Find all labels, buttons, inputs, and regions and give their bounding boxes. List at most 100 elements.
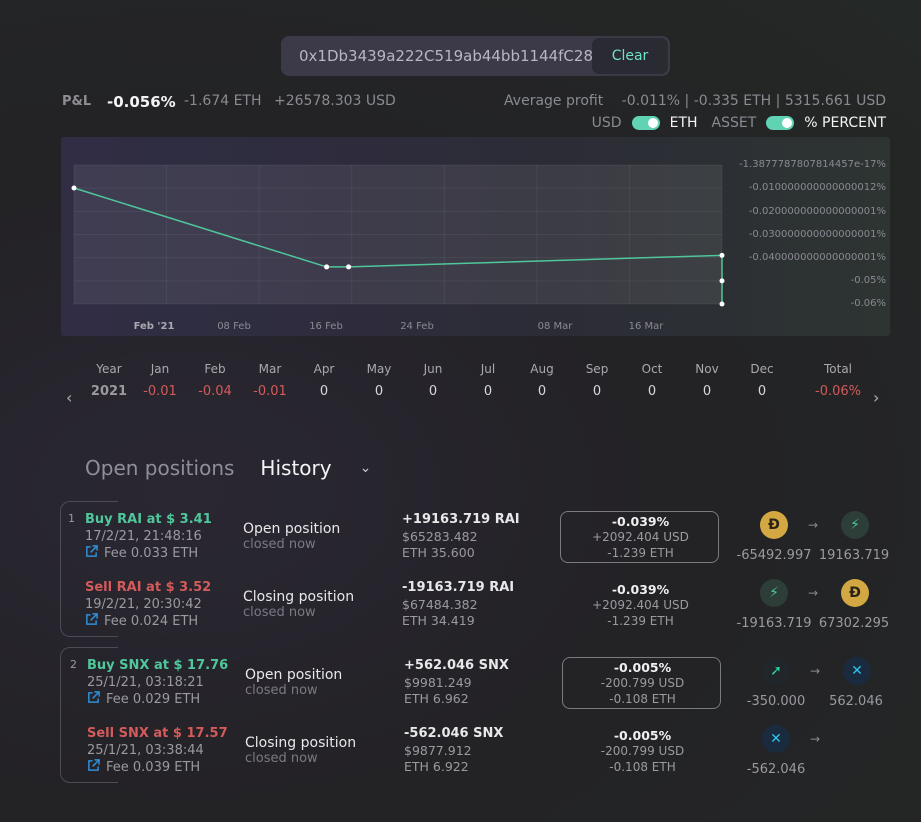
trade-usd: $9981.249 [404, 675, 472, 690]
trade-eth: ETH 35.600 [402, 545, 475, 560]
month-header: Total [823, 362, 853, 376]
chart-y-tick-label: -0.010000000000000012% [749, 182, 886, 193]
trade-date: 25/1/21, 03:38:44 [87, 743, 204, 758]
external-link-icon[interactable] [85, 613, 98, 630]
trade-action: Buy SNX at $ 17.76 [87, 658, 229, 673]
chart-x-tick-label: Feb '21 [134, 321, 175, 332]
chart-y-tick-label: -0.020000000000000001% [749, 206, 886, 217]
trade-fee-value: Fee 0.029 ETH [106, 692, 201, 707]
group-number: 1 [68, 512, 75, 525]
pnl-eth-value: -1.239 ETH [607, 546, 674, 560]
position-subtitle: closed now [245, 751, 318, 766]
month-column-year: Year 2021 [79, 362, 139, 399]
rai-coin-icon: ⚡ [841, 511, 869, 539]
trade-fee: Fee 0.033 ETH [85, 545, 198, 562]
pnl-usd-value: +2092.404 USD [592, 598, 689, 612]
chart-point [346, 264, 352, 270]
month-column-jun: Jun 0 [403, 362, 463, 399]
chart-point [719, 278, 725, 284]
positions-tabs: Open positions History ⌄ [85, 456, 371, 480]
pnl-box [560, 511, 719, 563]
toggle-asset-label: ASSET [711, 115, 757, 131]
group-number: 2 [70, 658, 77, 671]
toggle-usd-label: USD [591, 115, 622, 131]
arrow-right-icon: → [810, 732, 821, 746]
from-quantity: -19163.719 [736, 616, 812, 631]
chart-y-tick-label: -1.3877787807814457e-17% [739, 159, 886, 170]
dai-coin-icon: Ð [841, 579, 869, 607]
month-value: 0 [537, 384, 547, 399]
pnl-label: P&L [62, 94, 92, 109]
position-title: Closing position [245, 735, 357, 751]
chart-x-tick-label: 24 Feb [400, 321, 434, 332]
month-column-feb: Feb -0.04 [185, 362, 245, 399]
month-value: 0 [374, 384, 384, 399]
mode-toggle[interactable] [766, 116, 795, 130]
month-header: Nov [695, 362, 719, 376]
month-column-aug: Aug 0 [512, 362, 572, 399]
tab-open-positions[interactable]: Open positions [85, 456, 235, 480]
chart-point [324, 264, 330, 270]
average-profit-value: -0.011% | -0.335 ETH | 5315.661 USD [621, 93, 886, 109]
from-quantity: -350.000 [746, 694, 806, 709]
to-quantity: 67302.295 [818, 616, 890, 631]
pnl-eth-value: -0.108 ETH [609, 692, 676, 706]
pnl-percent-value: -0.039% [611, 514, 670, 529]
next-year-arrow[interactable]: › [873, 388, 880, 407]
chart-series-line [73, 187, 723, 304]
toggle-eth-label: ETH [669, 115, 698, 131]
month-header: Oct [641, 362, 663, 376]
pnl-usd-value: -200.799 USD [600, 676, 685, 690]
year-value: 2021 [90, 384, 128, 399]
trade-eth: ETH 6.962 [404, 691, 469, 706]
snx-coin-icon: ✕ [762, 725, 790, 753]
trade-date: 19/2/21, 20:30:42 [85, 597, 202, 612]
month-column-mar: Mar -0.01 [240, 362, 300, 399]
position-subtitle: closed now [243, 605, 316, 620]
trade-usd: $67484.382 [402, 597, 478, 612]
pnl-chart: Feb '21 08 Feb 16 Feb 24 Feb 08 Mar 16 Mar -1.… [61, 137, 890, 336]
chart-plot-area [74, 165, 722, 304]
chart-x-tick-label: 08 Feb [217, 321, 251, 332]
position-title: Open position [245, 667, 343, 683]
pnl-chart-svg: Feb '21 08 Feb 16 Feb 24 Feb 08 Mar 16 Mar -1.… [71, 159, 886, 332]
trade-fee: Fee 0.024 ETH [85, 613, 198, 630]
chart-y-tick-label: -0.040000000000000001% [749, 252, 886, 263]
prev-year-arrow[interactable]: ‹ [66, 388, 73, 407]
tab-history[interactable]: History [260, 456, 332, 480]
month-value: -0.06% [815, 384, 861, 399]
month-header: Feb [204, 362, 226, 376]
from-quantity: -65492.997 [736, 548, 812, 563]
month-column-jul: Jul 0 [458, 362, 518, 399]
dai-coin-icon: Ð [760, 511, 788, 539]
trade-amount: +562.046 SNX [404, 658, 509, 673]
chart-x-tick-label: 16 Mar [629, 321, 665, 332]
month-header: Sep [585, 362, 609, 376]
month-header: Mar [258, 362, 282, 376]
external-link-icon[interactable] [87, 691, 100, 708]
external-link-icon[interactable] [87, 759, 100, 776]
month-value: 0 [702, 384, 712, 399]
month-value: -0.01 [253, 384, 287, 399]
month-value: -0.01 [143, 384, 177, 399]
arrow-right-icon: → [808, 586, 819, 600]
position-title: Open position [243, 521, 341, 537]
chevron-down-icon[interactable]: ⌄ [359, 460, 372, 476]
chart-y-tick-label: -0.030000000000000001% [749, 229, 886, 240]
month-column-dec: Dec 0 [732, 362, 792, 399]
monthly-returns: Year 2021 Jan -0.01 Feb -0.04 Mar -0.01 Apr 0 May 0… [82, 362, 872, 402]
address-input[interactable] [281, 36, 592, 76]
pnl-values: -0.005% -200.799 USD -0.108 ETH [563, 660, 722, 707]
clear-button[interactable]: Clear [592, 38, 668, 74]
chart-point [719, 252, 725, 258]
trade-date: 25/1/21, 03:18:21 [87, 675, 204, 690]
month-header: Jun [423, 362, 443, 376]
snx-coin-icon: ✕ [843, 657, 871, 685]
month-value: 0 [483, 384, 493, 399]
currency-toggle[interactable] [631, 116, 660, 130]
trade-fee: Fee 0.039 ETH [87, 759, 200, 776]
trade-amount: -19163.719 RAI [402, 580, 515, 595]
trade-eth: ETH 6.922 [404, 759, 469, 774]
external-link-icon[interactable] [85, 545, 98, 562]
chart-point [719, 301, 725, 307]
